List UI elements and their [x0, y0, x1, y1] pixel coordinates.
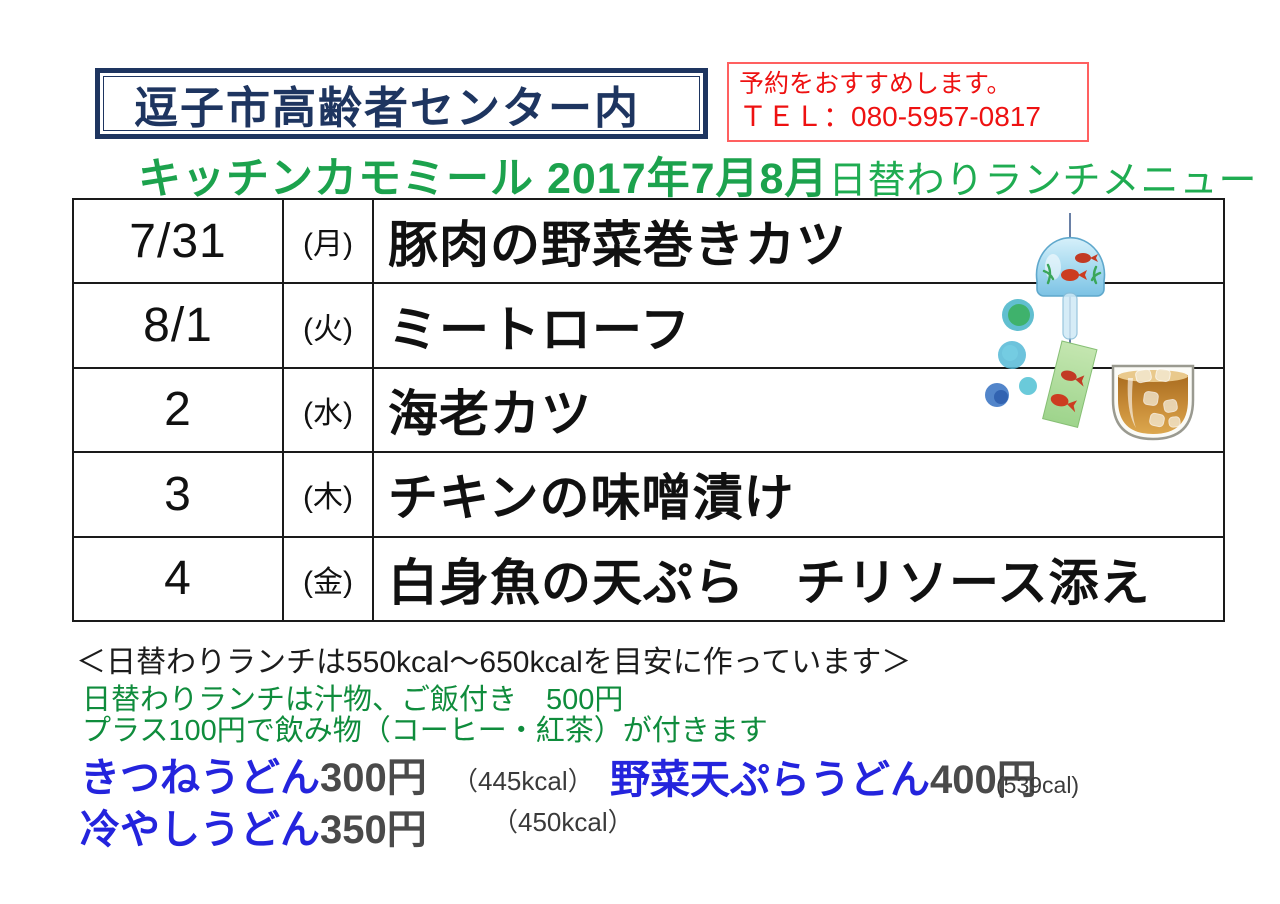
udon-kcal: (539cal) — [996, 772, 1080, 798]
day-cell: (水) — [282, 366, 374, 454]
wind-chime-dome — [1035, 236, 1106, 297]
udon-kcal: （445kcal） — [452, 766, 594, 796]
udon-name: 野菜天ぷらうどん — [610, 758, 930, 802]
date-cell: 7/31 — [72, 197, 284, 285]
dish-cell: 白身魚の天ぷら チリソース添え — [372, 535, 1225, 623]
udon-name: きつねうどん — [80, 756, 320, 800]
udon-item-hiyashi: 冷やしうどん350円 — [80, 797, 427, 855]
lunch-price-note: 日替わりランチは汁物、ご飯付き 500円 — [82, 684, 624, 716]
menu-row: 3 (木) チキンの味噌漬け — [72, 451, 1225, 538]
udon-price: 350円 — [320, 808, 427, 852]
menu-row: 4 (金) 白身魚の天ぷら チリソース添え — [72, 535, 1225, 623]
reservation-phone: ＴＥＬ：080-5957-0817 — [739, 101, 1041, 133]
udon-name: 冷やしうどん — [80, 808, 320, 852]
day-cell: (木) — [282, 451, 374, 538]
date-cell: 3 — [72, 451, 284, 538]
wind-chime-tube — [1062, 292, 1078, 340]
dome-goldfish — [1061, 253, 1098, 281]
date-cell: 8/1 — [72, 282, 284, 369]
udon-price: 300円 — [320, 756, 427, 800]
title-main: キッチンカモミール 2017年7月8月 — [138, 155, 829, 203]
dish-cell: チキンの味噌漬け — [372, 451, 1225, 538]
wind-chime-illustration — [985, 213, 1106, 428]
calorie-guideline-note: ＜日替わりランチは550kcal～650kcalを目安に作っています＞ — [76, 646, 912, 679]
venue-box: 逗子市高齢者センター内 — [95, 68, 708, 139]
menu-row: 7/31 (月) 豚肉の野菜巻きカツ — [72, 197, 1225, 285]
watercolor-dots — [985, 299, 1037, 407]
ice-cubes — [1135, 368, 1181, 428]
udon-item-kitsune: きつねうどん300円 — [80, 745, 427, 803]
venue-label: 逗子市高齢者センター内 — [134, 83, 640, 133]
title-sub: 日替わりランチメニュー — [828, 160, 1258, 202]
day-cell: (金) — [282, 535, 374, 623]
drink-option-note: プラス100円で飲み物（コーヒー・紅茶）が付きます — [82, 715, 768, 747]
day-cell: (火) — [282, 282, 374, 369]
dome-highlight — [1045, 254, 1061, 280]
page-title: キッチンカモミール 2017年7月8月 日替わりランチメニュー — [138, 144, 1257, 206]
dome-seaweed — [1042, 263, 1102, 285]
iced-drink-illustration — [1111, 364, 1195, 441]
tanzaku-strip — [1042, 340, 1098, 428]
udon-item-yasai-tempura: 野菜天ぷらうどん400円 — [610, 747, 1037, 805]
reservation-note: 予約をおすすめします。 — [739, 70, 1012, 98]
day-cell: (月) — [282, 197, 374, 285]
date-cell: 2 — [72, 366, 284, 454]
reservation-box: 予約をおすすめします。 ＴＥＬ：080-5957-0817 — [727, 62, 1089, 142]
udon-price: 400円 — [930, 758, 1037, 802]
date-cell: 4 — [72, 535, 284, 623]
glass-highlight — [1127, 378, 1136, 428]
udon-kcal: （450kcal） — [492, 807, 634, 837]
dish-cell: 海老カツ — [372, 366, 1225, 454]
menu-row: 2 (水) 海老カツ — [72, 366, 1225, 454]
